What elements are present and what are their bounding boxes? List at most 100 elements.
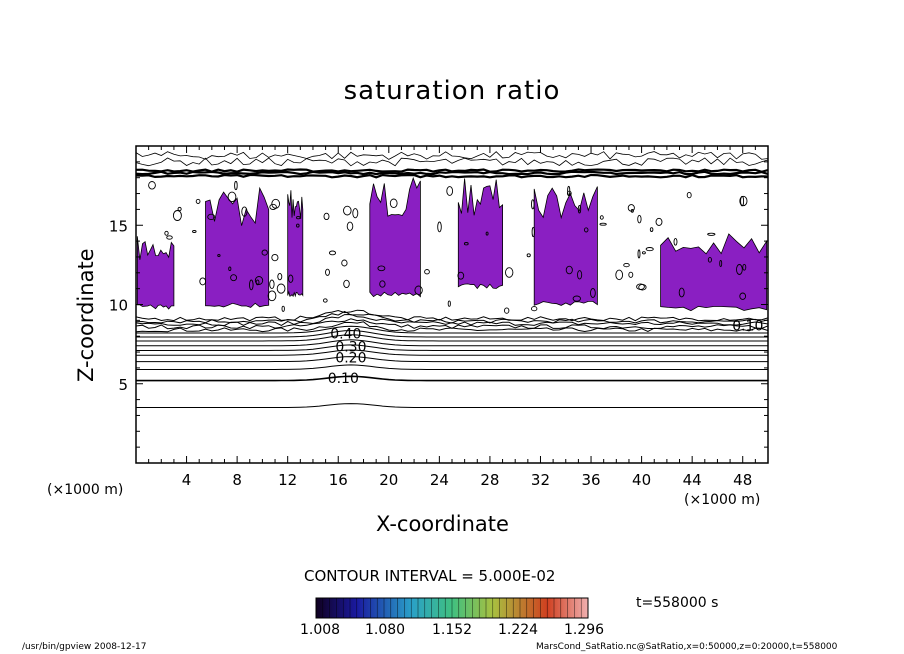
contour-line — [636, 283, 645, 290]
contour-line — [649, 227, 654, 232]
contour-line — [740, 195, 745, 207]
contour-line — [615, 269, 624, 281]
contour-line — [227, 191, 237, 203]
supersaturated-region — [205, 186, 270, 308]
contour-line — [328, 250, 337, 256]
x-tick-label: 40 — [632, 471, 651, 489]
contour-line — [323, 212, 330, 221]
contour-line — [531, 199, 535, 210]
time-label: t=558000 s — [636, 595, 719, 611]
contour-line — [352, 208, 359, 219]
contour-line — [343, 279, 350, 289]
contour-line — [136, 151, 768, 160]
x-tick-label: 36 — [581, 471, 600, 489]
contour-line — [341, 259, 348, 267]
contour-line — [136, 329, 768, 338]
contour-line — [599, 215, 604, 220]
contour-line — [599, 222, 607, 226]
contour-line — [148, 181, 156, 190]
contour-lines — [136, 151, 768, 408]
contour-line — [446, 186, 454, 196]
contour-line — [267, 290, 277, 302]
contour-line — [228, 266, 232, 271]
x-tick-label: 44 — [683, 471, 702, 489]
contour-line — [136, 344, 768, 351]
x-tick-label: 48 — [733, 471, 752, 489]
contour-line — [623, 262, 630, 268]
contour-label: 0.10 — [732, 319, 763, 335]
contour-line — [343, 205, 352, 216]
contour-line — [271, 198, 281, 209]
contour-line — [136, 349, 768, 356]
contour-labels: 0.10 0.200.300.40 0.10 — [328, 319, 764, 387]
contour-line — [296, 223, 300, 228]
contour-line — [322, 298, 328, 303]
supersaturated-region — [369, 176, 421, 298]
x-axis-ticks: 4 8 12 16 20 24 28 32 36 40 44 48 — [148, 146, 756, 489]
contour-line — [736, 264, 743, 275]
contour-line — [249, 279, 254, 291]
contour-line — [526, 253, 531, 258]
contour-line — [172, 210, 182, 221]
contour-line — [673, 237, 678, 246]
contour-line — [136, 157, 768, 167]
contour-line — [707, 256, 712, 263]
contour-line — [281, 305, 285, 312]
contour-line — [136, 310, 768, 324]
contour-line — [136, 364, 768, 370]
supersaturated-region — [533, 186, 598, 306]
contour-line — [288, 274, 294, 283]
contour-line — [325, 268, 330, 276]
contour-line — [504, 307, 510, 314]
contour-line — [217, 254, 221, 257]
contour-line — [531, 306, 538, 312]
contour-line — [655, 217, 663, 226]
contour-line — [379, 280, 386, 288]
supersaturated-region — [660, 233, 768, 312]
contour-line — [136, 375, 768, 382]
y-axis-ticks: 5 10 15 — [109, 161, 768, 448]
contour-line — [269, 279, 275, 290]
contour-line — [230, 274, 238, 282]
y-tick-label: 15 — [109, 217, 128, 235]
contour-line — [641, 251, 646, 255]
contour-line — [505, 267, 514, 278]
supersaturated-regions — [136, 176, 768, 312]
contour-line — [583, 227, 589, 233]
x-tick-label: 16 — [329, 471, 348, 489]
contour-line — [207, 213, 216, 221]
contour-line — [485, 231, 489, 236]
x-tick-label: 8 — [232, 471, 242, 489]
supersaturated-region — [457, 178, 503, 290]
x-tick-label: 12 — [278, 471, 297, 489]
contour-line — [195, 198, 201, 204]
x-tick-label: 28 — [480, 471, 499, 489]
contour-line — [742, 263, 747, 271]
supersaturated-region — [136, 236, 175, 310]
contour-line — [437, 221, 442, 233]
contour-line — [136, 403, 768, 408]
contour-line — [255, 279, 260, 286]
contour-line — [136, 318, 768, 330]
contour-line — [136, 173, 768, 179]
colorbar-ticks — [322, 598, 582, 618]
contour-line — [572, 295, 581, 302]
y-axis-label: Z-coordinate — [74, 248, 98, 382]
contour-line — [136, 356, 768, 363]
colorbar-tick-label: 1.296 — [564, 622, 605, 638]
contour-line — [136, 309, 768, 322]
y-tick-label: 5 — [118, 376, 128, 394]
contour-line — [739, 292, 747, 300]
contour-line — [637, 249, 641, 259]
x-tick-label: 24 — [430, 471, 449, 489]
contour-line — [463, 242, 469, 246]
contour-line — [276, 283, 286, 294]
contour-label: 0.20 — [335, 350, 366, 366]
contour-interval-label: CONTOUR INTERVAL = 5.000E-02 — [304, 567, 556, 585]
contour-label: 0.10 — [328, 371, 359, 387]
contour-line — [531, 226, 535, 238]
x-axis-label: X-coordinate — [376, 512, 509, 536]
contour-line — [234, 180, 238, 191]
contour-line — [296, 215, 301, 220]
